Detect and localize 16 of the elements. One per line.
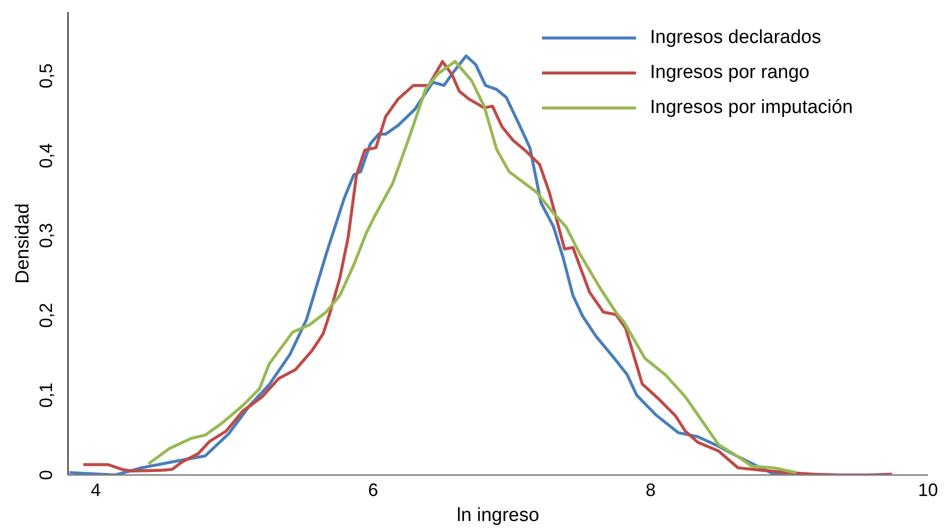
y-axis-title: Densidad	[12, 203, 34, 284]
legend-label: Ingresos declarados	[650, 26, 822, 48]
y-tick-label: 0,1	[36, 382, 56, 408]
y-tick-label: 0,5	[36, 63, 56, 88]
x-tick-label: 8	[646, 480, 656, 500]
y-tick-label: 0,4	[36, 143, 56, 168]
line-series	[82, 60, 894, 475]
legend-label: Ingresos por rango	[650, 62, 810, 84]
x-tick-label: 6	[368, 480, 378, 500]
x-axis-title: ln ingreso	[456, 505, 540, 526]
x-tick-label: 10	[918, 480, 938, 500]
y-tick-label: 0,2	[36, 302, 56, 328]
y-tick-label: 0,3	[36, 223, 56, 248]
legend-label: Ingresos por imputación	[650, 96, 853, 118]
y-tick-label: 0	[36, 470, 56, 480]
x-tick-label: 4	[90, 480, 101, 500]
